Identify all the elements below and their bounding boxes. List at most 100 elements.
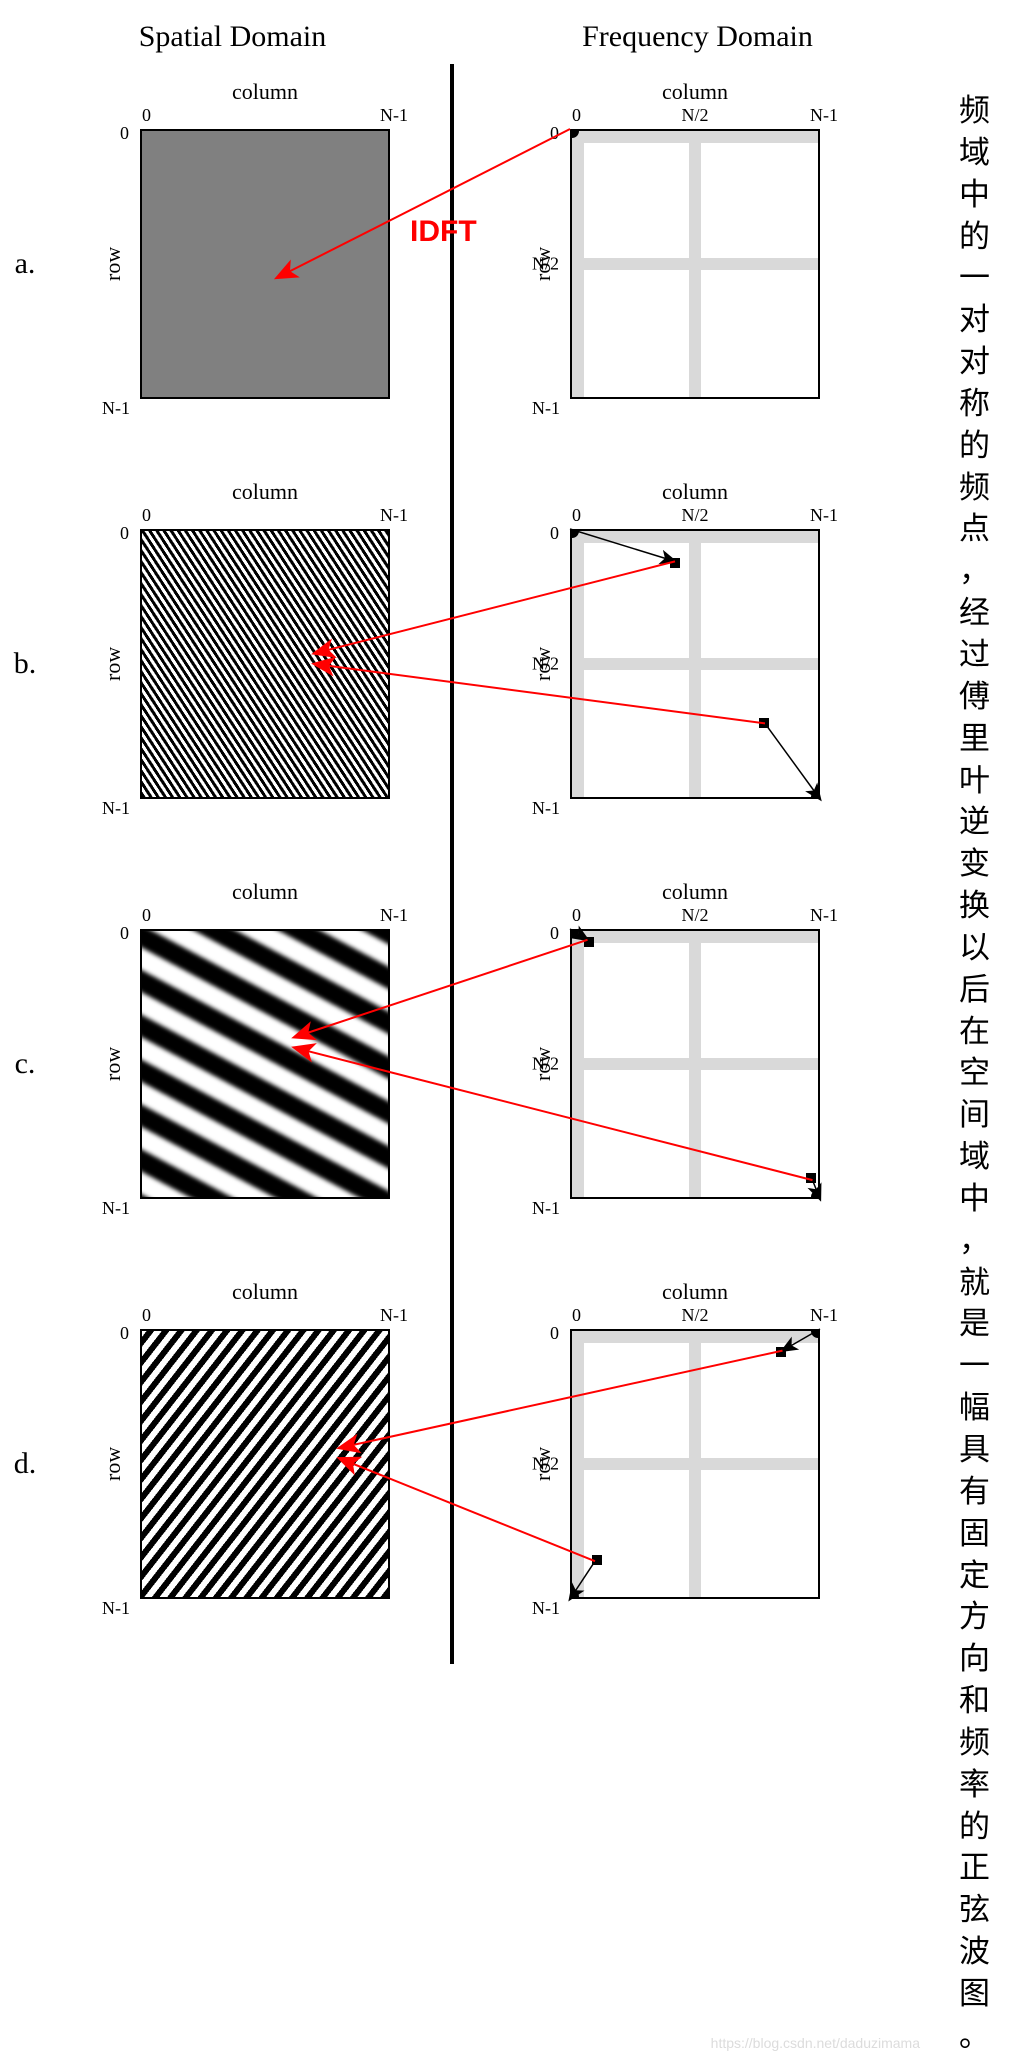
axis-tick-n1-y: N-1	[102, 1198, 130, 1219]
axis-tick-n1-x: N-1	[810, 105, 838, 126]
axis-column-label: column	[120, 879, 410, 905]
row-label: a.	[0, 247, 50, 281]
axis-tick-zero-x: 0	[572, 905, 581, 926]
spatial-fill	[142, 531, 388, 797]
axis-tick-n1-x: N-1	[380, 905, 408, 926]
axis-row-label: row	[100, 1309, 126, 1619]
frequency-box	[570, 129, 820, 399]
axis-tick-zero-x: 0	[572, 1305, 581, 1326]
axis-tick-n1-x: N-1	[380, 105, 408, 126]
frequency-grid-line	[689, 1331, 701, 1597]
axis-tick-n1-y: N-1	[532, 1198, 560, 1219]
axis-tick-nhalf-y: N/2	[532, 1054, 559, 1075]
axis-tick-zero-x: 0	[142, 105, 151, 126]
axis-tick-zero-y: 0	[550, 923, 559, 944]
axis-tick-n1-y: N-1	[532, 398, 560, 419]
axis-tick-n1-y: N-1	[102, 1598, 130, 1619]
axis-column-label: column	[550, 479, 840, 505]
axis-tick-nhalf-x: N/2	[682, 105, 709, 126]
diagram-row: c.columnrow0N-10N-1columnrow0N-10N-1N/2N…	[0, 864, 930, 1264]
axis-tick-n1-x: N-1	[810, 1305, 838, 1326]
header-spatial: Spatial Domain	[0, 20, 465, 54]
freq-point-square	[806, 1173, 816, 1183]
axis-tick-n1-x: N-1	[810, 505, 838, 526]
freq-point-square	[592, 1555, 602, 1565]
axis-tick-zero-x: 0	[572, 505, 581, 526]
spatial-panel: columnrow0N-10N-1	[50, 864, 480, 1264]
axis-tick-n1-x: N-1	[380, 505, 408, 526]
side-annotation: 频域中的一对对称的频点，经过傅里叶逆变换以后在空间域中，就是一幅具有固定方向和频…	[930, 0, 1002, 2057]
axis-tick-n1-y: N-1	[532, 1598, 560, 1619]
axis-tick-zero-x: 0	[142, 505, 151, 526]
frequency-box	[570, 929, 820, 1199]
axis-row-label: row	[100, 109, 126, 419]
spatial-panel: columnrow0N-10N-1	[50, 464, 480, 864]
frequency-grid-line	[689, 931, 701, 1197]
frequency-box	[570, 1329, 820, 1599]
axis-tick-zero-y: 0	[550, 1323, 559, 1344]
axis-tick-nhalf-y: N/2	[532, 254, 559, 275]
frequency-grid-line	[689, 531, 701, 797]
idft-label: IDFT	[410, 215, 477, 249]
frequency-panel: columnrow0N-10N-1N/2N/2	[480, 464, 910, 864]
axis-tick-nhalf-x: N/2	[682, 905, 709, 926]
freq-point-square	[584, 937, 594, 947]
axis-column-label: column	[120, 1279, 410, 1305]
spatial-fill	[142, 131, 388, 397]
axis-tick-zero-y: 0	[550, 523, 559, 544]
axis-tick-zero-y: 0	[120, 1323, 129, 1344]
column-headers: Spatial Domain Frequency Domain	[0, 20, 930, 54]
freq-point-square	[670, 558, 680, 568]
axis-tick-zero-x: 0	[572, 105, 581, 126]
spatial-panel: columnrow0N-10N-1	[50, 1264, 480, 1664]
frequency-panel: columnrow0N-10N-1N/2N/2	[480, 1264, 910, 1664]
freq-point-square	[776, 1347, 786, 1357]
frequency-panel: columnrow0N-10N-1N/2N/2	[480, 864, 910, 1264]
axis-tick-zero-y: 0	[120, 123, 129, 144]
axis-row-label: row	[100, 909, 126, 1219]
spatial-box	[140, 1329, 390, 1599]
rows-container: a.columnrow0N-10N-1columnrow0N-10N-1N/2N…	[0, 64, 930, 1664]
axis-column-label: column	[550, 879, 840, 905]
frequency-box	[570, 529, 820, 799]
axis-tick-nhalf-y: N/2	[532, 1454, 559, 1475]
diagram-row: b.columnrow0N-10N-1columnrow0N-10N-1N/2N…	[0, 464, 930, 864]
spatial-box	[140, 529, 390, 799]
axis-tick-zero-y: 0	[120, 523, 129, 544]
axis-tick-n1-y: N-1	[102, 798, 130, 819]
diagram-row: a.columnrow0N-10N-1columnrow0N-10N-1N/2N…	[0, 64, 930, 464]
axis-column-label: column	[550, 79, 840, 105]
axis-tick-zero-y: 0	[120, 923, 129, 944]
axis-tick-n1-y: N-1	[102, 398, 130, 419]
spatial-fill	[142, 1331, 388, 1597]
frequency-panel: columnrow0N-10N-1N/2N/2	[480, 64, 910, 464]
spatial-fill	[140, 929, 390, 1199]
axis-tick-nhalf-x: N/2	[682, 1305, 709, 1326]
spatial-panel: columnrow0N-10N-1	[50, 64, 480, 464]
freq-point-square	[759, 718, 769, 728]
row-label: c.	[0, 1047, 50, 1081]
spatial-box	[140, 129, 390, 399]
axis-tick-n1-x: N-1	[380, 1305, 408, 1326]
header-frequency: Frequency Domain	[465, 20, 930, 54]
freq-point-circle	[811, 1190, 820, 1199]
axis-tick-nhalf-x: N/2	[682, 505, 709, 526]
frequency-grid-line	[689, 131, 701, 397]
axis-column-label: column	[120, 79, 410, 105]
axis-row-label: row	[100, 509, 126, 819]
axis-tick-n1-x: N-1	[810, 905, 838, 926]
axis-tick-zero-y: 0	[550, 123, 559, 144]
axis-column-label: column	[550, 1279, 840, 1305]
axis-tick-nhalf-y: N/2	[532, 654, 559, 675]
diagram-row: d.columnrow0N-10N-1columnrow0N-10N-1N/2N…	[0, 1264, 930, 1664]
row-label: d.	[0, 1447, 50, 1481]
axis-column-label: column	[120, 479, 410, 505]
spatial-box	[140, 929, 390, 1199]
axis-tick-n1-y: N-1	[532, 798, 560, 819]
diagram-area: Spatial Domain Frequency Domain a. column…	[0, 0, 930, 2057]
row-label: b.	[0, 647, 50, 681]
axis-tick-zero-x: 0	[142, 1305, 151, 1326]
watermark: https://blog.csdn.net/daduzimama	[711, 2035, 920, 2051]
freq-point-circle	[811, 790, 820, 799]
main-wrap: Spatial Domain Frequency Domain a. column…	[0, 0, 1012, 2057]
